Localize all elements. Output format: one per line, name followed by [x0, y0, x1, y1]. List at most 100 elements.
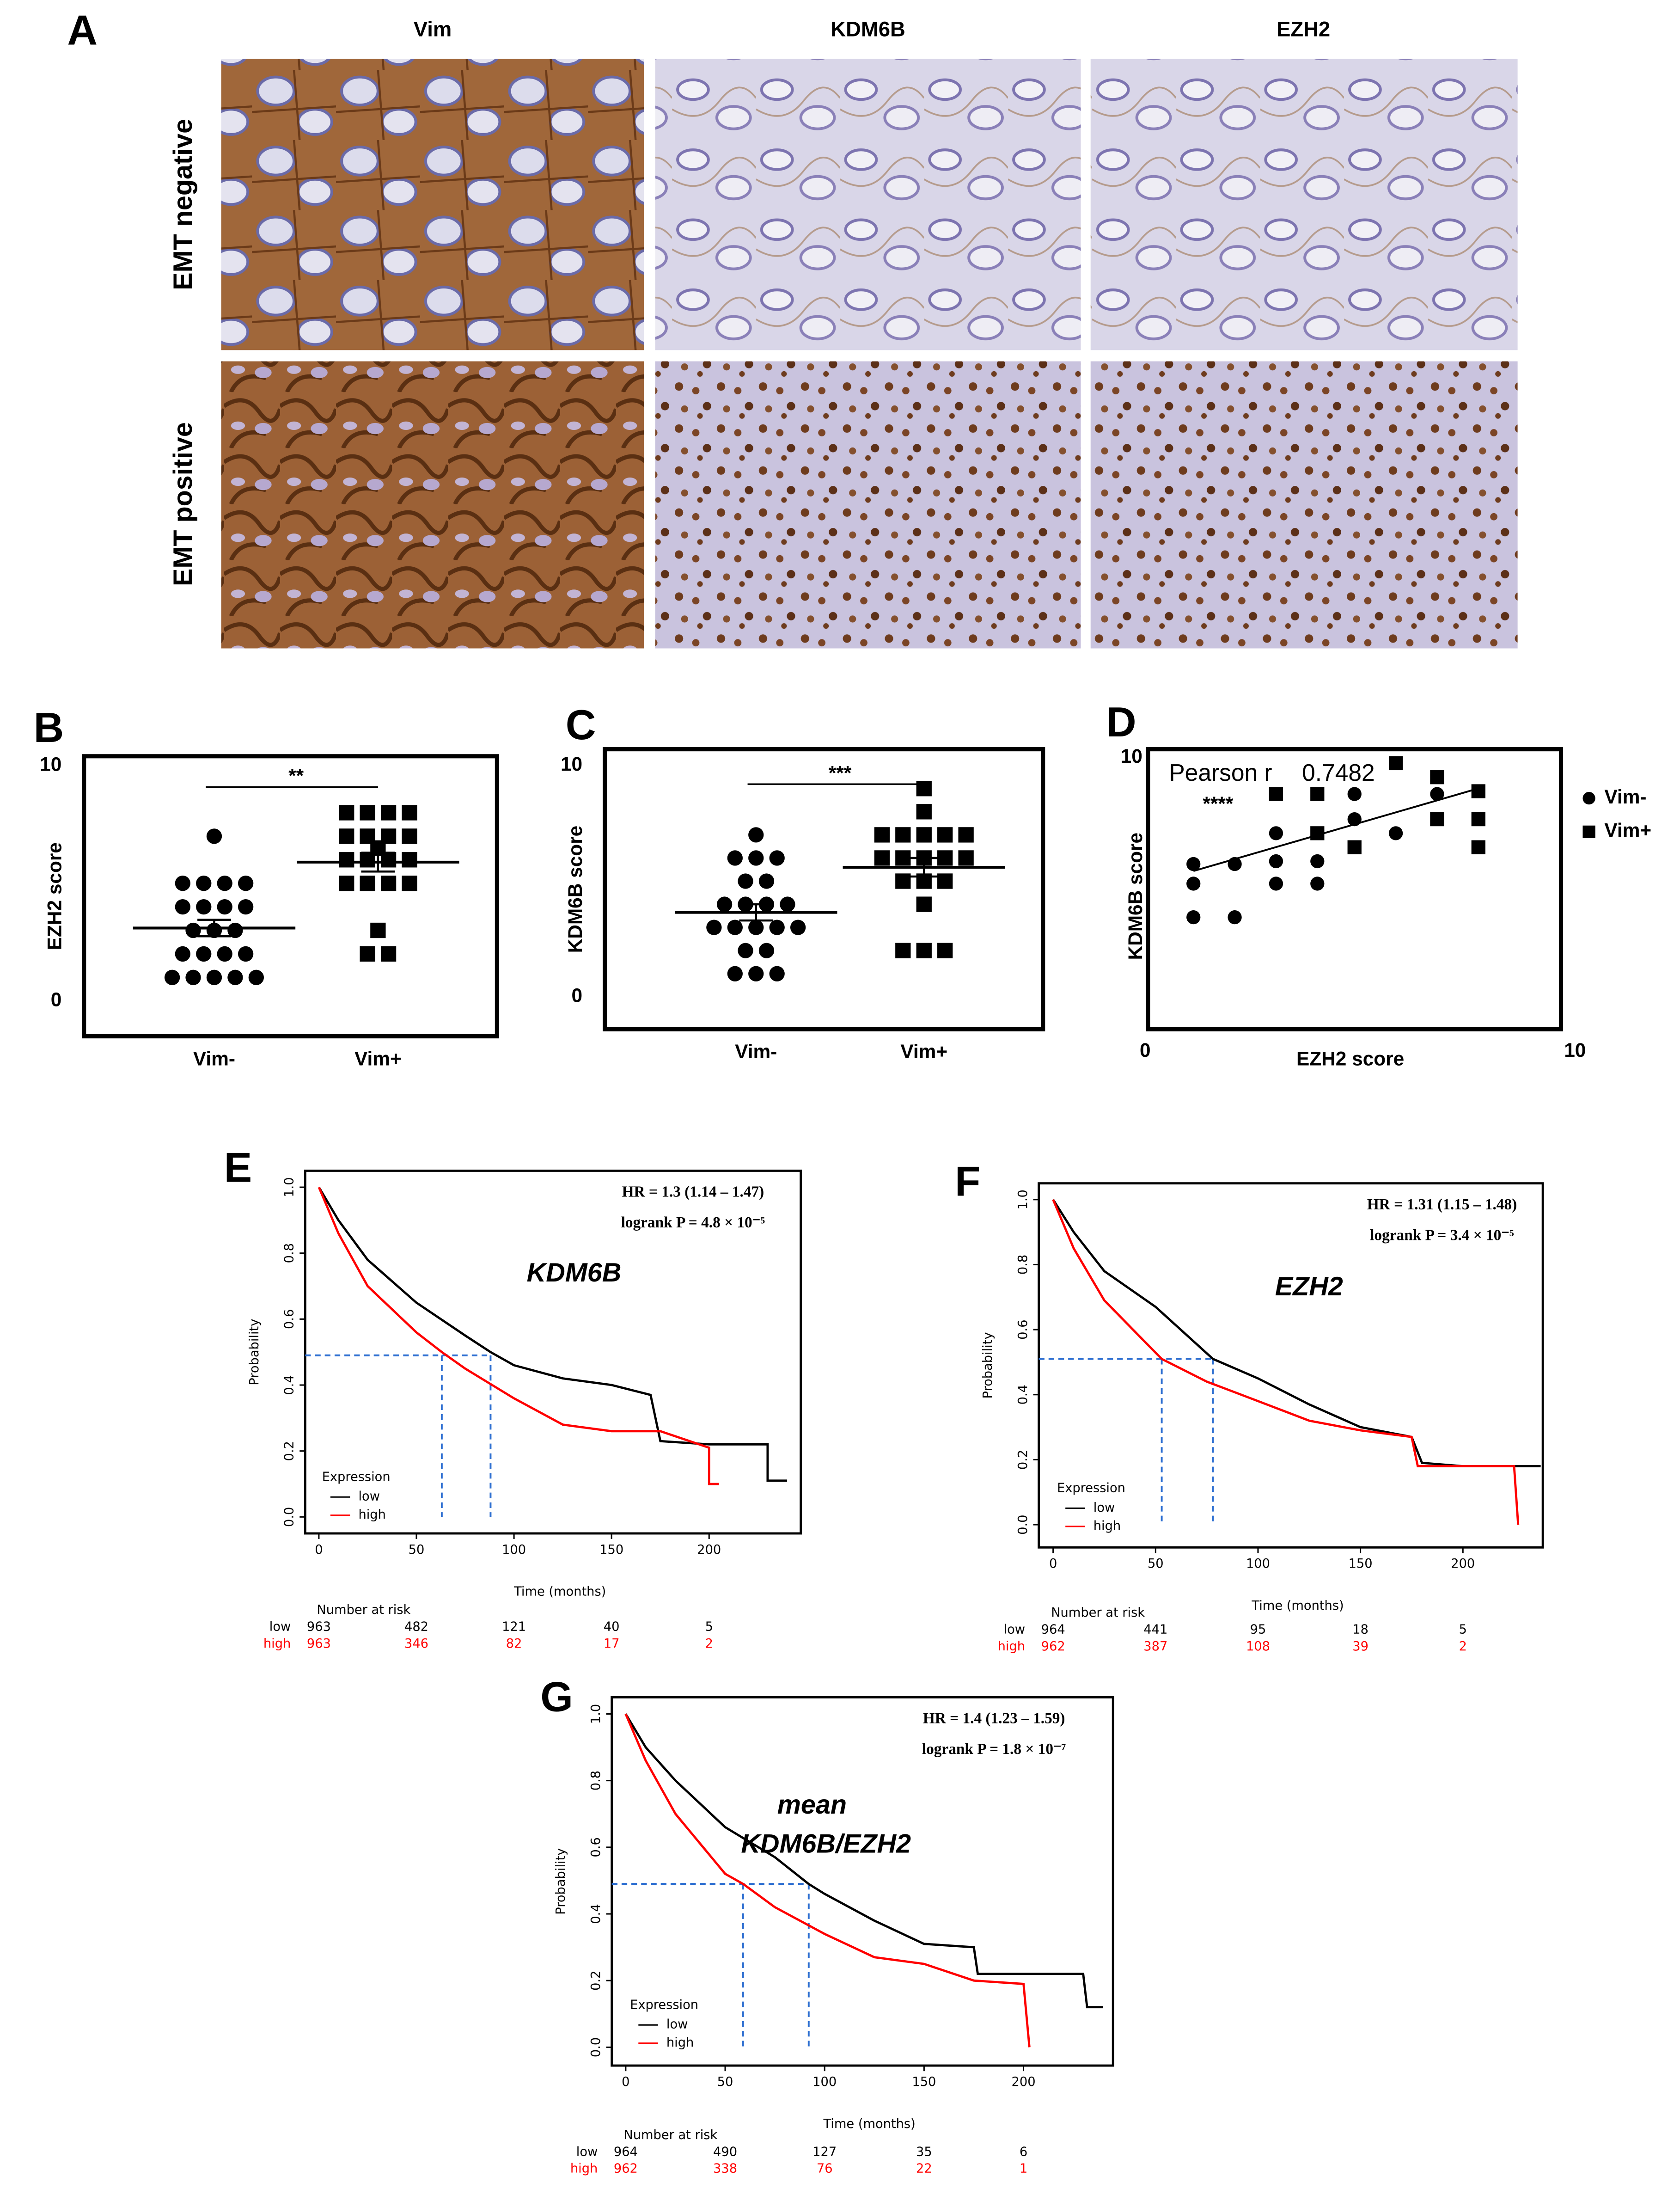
risk-count: 1	[1020, 2162, 1027, 2176]
x-tick-label: 0	[1140, 1039, 1151, 1061]
risk-count: 441	[1143, 1622, 1167, 1637]
data-point	[1310, 787, 1325, 801]
data-point	[748, 966, 764, 981]
data-point	[769, 920, 785, 935]
data-point	[1269, 877, 1283, 891]
y-tick-label: 0.0	[589, 2037, 603, 2057]
column-header: Vim	[414, 18, 452, 41]
legend-label: low	[666, 2017, 688, 2032]
data-point	[758, 943, 775, 958]
annotation: logrank P = 4.8 × 10⁻⁵	[621, 1214, 765, 1231]
legend-label: Vim+	[1604, 820, 1651, 841]
legend-label: high	[358, 1508, 385, 1522]
legend-label: high	[1094, 1519, 1121, 1533]
y-tick-label: 0.0	[1016, 1514, 1030, 1534]
data-point	[402, 805, 417, 821]
risk-row-name: low	[269, 1619, 291, 1634]
risk-table-title: Number at risk	[623, 2128, 717, 2142]
data-point	[227, 922, 243, 938]
risk-count: 121	[502, 1619, 526, 1634]
data-point	[916, 943, 932, 958]
y-tick-label: 0.2	[1016, 1450, 1030, 1470]
data-point	[360, 876, 375, 891]
data-point	[1347, 787, 1362, 801]
y-tick-label: 0.8	[589, 1771, 603, 1790]
risk-count: 963	[307, 1619, 331, 1634]
data-point	[248, 969, 264, 985]
plot-frame	[611, 1696, 1114, 2067]
data-point	[339, 852, 354, 868]
data-point	[380, 805, 397, 821]
x-axis-label: Time (months)	[513, 1585, 606, 1599]
x-tick-label: 0	[622, 2075, 629, 2089]
risk-row-name: high	[570, 2162, 598, 2176]
x-tick-label: Vim+	[354, 1048, 402, 1069]
risk-count: 95	[1250, 1622, 1266, 1637]
data-point	[1388, 826, 1403, 840]
data-point	[748, 920, 764, 935]
annotation: logrank P = 3.4 × 10⁻⁵	[1370, 1226, 1514, 1244]
risk-count: 5	[1459, 1622, 1467, 1637]
annotation: Pearson r	[1169, 759, 1272, 786]
survival-curve	[1052, 1199, 1541, 1467]
y-tick-label: 0.6	[282, 1309, 297, 1329]
data-point	[206, 828, 222, 844]
data-point	[1347, 840, 1362, 854]
data-point	[1388, 756, 1403, 771]
data-point	[1430, 787, 1444, 801]
data-point	[339, 805, 354, 821]
risk-count: 76	[817, 2162, 833, 2176]
histology-image	[655, 59, 1081, 350]
risk-count: 490	[713, 2145, 737, 2159]
risk-count: 2	[705, 1637, 713, 1651]
x-tick-label: 100	[502, 1543, 526, 1557]
data-point	[937, 827, 953, 843]
data-point	[727, 850, 743, 866]
data-point	[1310, 877, 1325, 891]
data-point	[1582, 825, 1595, 838]
data-point	[175, 946, 190, 962]
fit-line	[1193, 787, 1479, 872]
data-point	[1471, 784, 1485, 798]
data-point	[769, 966, 785, 981]
data-point	[1186, 910, 1201, 925]
plot-frame	[82, 754, 499, 1039]
data-point	[1347, 812, 1362, 827]
chart-subtitle: KDM6B/EZH2	[741, 1829, 911, 1859]
chart-title: mean	[777, 1790, 847, 1820]
data-point	[217, 876, 232, 891]
data-point	[1430, 770, 1444, 785]
x-tick-label: 200	[1012, 2075, 1036, 2089]
y-tick-label: 0	[572, 985, 583, 1006]
data-point	[402, 876, 417, 891]
data-point	[217, 946, 232, 962]
data-point	[360, 805, 375, 821]
data-point	[360, 946, 375, 962]
survival-curve	[318, 1187, 719, 1485]
survival-curve	[624, 1713, 1031, 2048]
row-label: EMT negative	[168, 119, 198, 290]
risk-table-title: Number at risk	[317, 1603, 410, 1617]
y-tick-label: 0.2	[589, 1971, 603, 1991]
data-point	[916, 896, 932, 912]
data-point	[227, 969, 243, 985]
risk-count: 964	[614, 2145, 638, 2159]
data-point	[958, 850, 974, 866]
significance: ****	[1203, 793, 1233, 815]
y-tick-label: 0.8	[1016, 1255, 1030, 1275]
data-point	[1186, 857, 1201, 871]
annotation: HR = 1.3 (1.14 – 1.47)	[622, 1183, 764, 1201]
legend-label: low	[1094, 1501, 1115, 1515]
y-axis-label: Probability	[981, 1332, 995, 1398]
x-tick-label: 0	[1049, 1557, 1057, 1571]
chart-title: EZH2	[1275, 1272, 1343, 1301]
risk-count: 346	[404, 1637, 428, 1651]
risk-count: 5	[705, 1619, 713, 1634]
panel-label: G	[540, 1674, 573, 1720]
chart-title: KDM6B	[527, 1258, 622, 1287]
y-tick-label: 0.4	[282, 1375, 297, 1395]
risk-row-name: low	[1004, 1622, 1026, 1637]
histology-image	[655, 361, 1081, 649]
